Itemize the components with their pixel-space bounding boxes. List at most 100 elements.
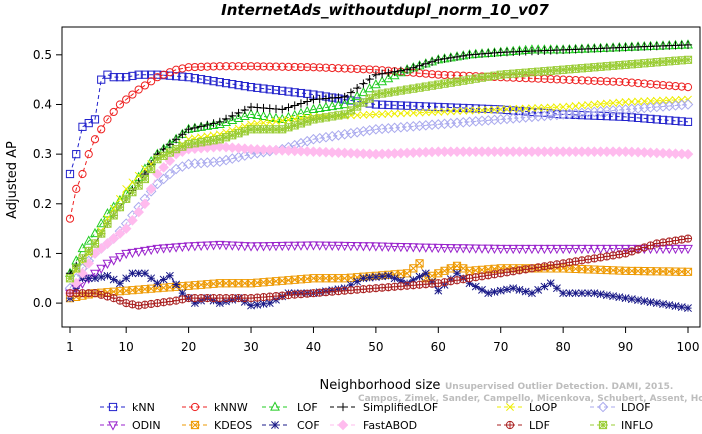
data-point-ldof bbox=[239, 150, 251, 161]
data-point-inflo bbox=[378, 89, 387, 98]
data-point-inflo bbox=[446, 78, 455, 87]
data-point-cof bbox=[577, 289, 586, 298]
data-point-inflo bbox=[321, 113, 331, 122]
data-point-knn bbox=[90, 115, 100, 124]
data-point-loop bbox=[453, 107, 461, 116]
data-point-inflo bbox=[65, 274, 75, 283]
data-point-knnw bbox=[359, 65, 368, 74]
data-point-loop bbox=[665, 96, 674, 105]
data-point-simplifiedlof bbox=[240, 105, 249, 115]
y-axis-label: Adjusted AP bbox=[5, 141, 20, 219]
data-point-knn bbox=[615, 112, 624, 121]
data-point-odin bbox=[564, 244, 575, 255]
data-point-loop bbox=[378, 110, 387, 119]
data-point-lof bbox=[90, 227, 100, 238]
data-point-loop bbox=[621, 98, 630, 106]
legend-item-ldof: LDOF bbox=[590, 401, 651, 414]
y-tick-label: 0.5 bbox=[33, 48, 52, 62]
data-point-loop bbox=[559, 103, 568, 111]
data-point-cof bbox=[540, 282, 549, 291]
data-point-cof bbox=[415, 272, 424, 281]
data-point-odin bbox=[389, 242, 400, 253]
y-axis: 0.0 0.1 0.2 0.3 0.4 0.5 bbox=[33, 48, 62, 310]
data-point-odin bbox=[221, 241, 231, 251]
data-point-knnw bbox=[590, 76, 599, 85]
data-point-inflo bbox=[434, 80, 443, 89]
data-point-odin bbox=[289, 241, 300, 251]
data-point-cof bbox=[421, 269, 430, 278]
data-point-cof bbox=[596, 290, 605, 299]
data-point-odin bbox=[90, 269, 100, 279]
data-point-inflo bbox=[477, 73, 487, 82]
data-point-knnw bbox=[309, 63, 318, 72]
data-point-simplifiedlof bbox=[353, 83, 362, 93]
data-point-inflo bbox=[459, 76, 468, 85]
data-point-simplifiedlof bbox=[427, 57, 437, 66]
data-point-odin bbox=[283, 241, 294, 252]
legend-item-kdeos: KDEOS bbox=[182, 419, 252, 432]
data-point-odin bbox=[583, 244, 594, 255]
data-point-knnw bbox=[128, 90, 137, 99]
data-point-simplifiedlof bbox=[221, 114, 231, 123]
data-point-loop bbox=[490, 105, 499, 114]
data-point-knn bbox=[103, 70, 112, 79]
x-axis: 1 10 20 30 40 50 60 70 80 90 100 bbox=[66, 327, 699, 354]
data-point-knn bbox=[596, 111, 605, 121]
data-point-knn bbox=[128, 71, 137, 81]
data-point-inflo bbox=[72, 264, 81, 273]
data-point-cof bbox=[172, 280, 181, 289]
x-tick-label: 50 bbox=[368, 340, 383, 354]
data-point-simplifiedlof bbox=[203, 120, 212, 129]
data-point-knn bbox=[621, 112, 630, 121]
data-point-knn bbox=[484, 104, 493, 114]
data-point-odin bbox=[570, 244, 581, 255]
data-point-odin bbox=[514, 244, 525, 255]
data-point-cof bbox=[265, 299, 274, 308]
data-point-knn bbox=[215, 78, 224, 87]
data-point-fastabod bbox=[108, 233, 120, 244]
data-point-inflo bbox=[484, 72, 493, 81]
data-point-cof bbox=[652, 299, 661, 308]
data-point-odin bbox=[670, 244, 681, 255]
data-point-simplifiedlof bbox=[178, 130, 187, 139]
data-point-ldof bbox=[358, 125, 369, 137]
data-point-lof bbox=[314, 102, 325, 113]
data-point-lof bbox=[246, 108, 256, 119]
data-point-odin bbox=[676, 244, 687, 255]
data-point-knnw bbox=[65, 214, 75, 223]
data-point-inflo bbox=[290, 121, 299, 130]
data-point-simplifiedlof bbox=[365, 75, 374, 84]
data-point-knn bbox=[683, 117, 693, 126]
data-point-odin bbox=[214, 240, 225, 251]
data-point-odin bbox=[102, 259, 113, 270]
data-point-loop bbox=[421, 108, 430, 117]
data-point-cof bbox=[602, 291, 611, 300]
data-point-knnw bbox=[147, 77, 156, 86]
data-point-knnw bbox=[608, 77, 618, 86]
data-point-inflo bbox=[184, 140, 193, 149]
data-point-knnw bbox=[602, 77, 611, 86]
series-line-ldof bbox=[69, 103, 689, 289]
legend-label-simplifiedlof: SimplifiedLOF bbox=[363, 401, 438, 414]
data-point-cof bbox=[496, 286, 505, 295]
legend-label-knn: kNN bbox=[132, 401, 155, 414]
data-point-knn bbox=[421, 102, 430, 111]
data-point-knn bbox=[602, 112, 611, 121]
data-point-knn bbox=[502, 105, 512, 115]
data-point-simplifiedlof bbox=[452, 52, 462, 61]
data-point-inflo bbox=[471, 74, 480, 83]
data-point-knn bbox=[65, 169, 75, 179]
data-point-cof bbox=[609, 292, 618, 301]
data-point-cof bbox=[396, 276, 405, 285]
data-point-lof bbox=[96, 217, 107, 228]
data-point-odin bbox=[115, 253, 125, 263]
data-point-knn bbox=[190, 74, 199, 83]
data-point-loop bbox=[403, 109, 412, 118]
data-point-inflo bbox=[122, 194, 131, 203]
data-point-lof bbox=[227, 114, 238, 124]
data-point-odin bbox=[196, 241, 207, 252]
data-point-ldof bbox=[333, 129, 344, 141]
data-point-inflo bbox=[490, 71, 499, 80]
data-point-ldof bbox=[364, 124, 375, 136]
data-point-loop bbox=[440, 107, 449, 116]
